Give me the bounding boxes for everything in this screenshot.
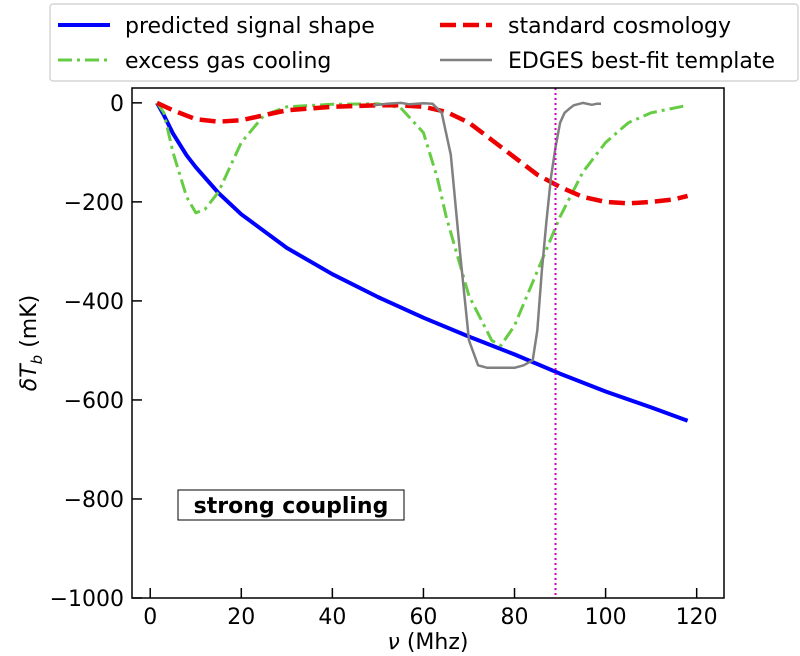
y-tick-label: 0 — [110, 92, 124, 117]
series-line-standard-cosmology — [156, 100, 689, 206]
legend-label-predicted: predicted signal shape — [125, 14, 375, 39]
y-tick-label: −200 — [64, 191, 124, 216]
x-tick-label: 40 — [318, 605, 346, 630]
annotation-frame — [177, 489, 405, 521]
series-line-predicted-signal-shape — [155, 101, 689, 423]
x-tick-label: 80 — [501, 605, 529, 630]
y-tick-label: −600 — [64, 389, 124, 414]
legend-label-excess: excess gas cooling — [125, 49, 331, 74]
legend-frame — [49, 3, 799, 82]
series-layer — [155, 100, 689, 423]
y-tick-label: −800 — [64, 488, 124, 513]
y-tick-label: −400 — [64, 290, 124, 315]
series-line-excess-gas-cooling — [155, 102, 688, 347]
annotation-text: strong coupling — [194, 494, 389, 519]
legend-label-edges: EDGES best-fit template — [508, 49, 775, 74]
plot-frame — [131, 87, 725, 599]
annotation-box: strong coupling — [177, 489, 405, 521]
x-tick-label: 60 — [409, 605, 437, 630]
x-tick-label: 120 — [676, 605, 718, 630]
x-axis-ticks: 0 20 40 60 80 100 120 — [143, 588, 718, 630]
svg-text:ν (Mhz): ν (Mhz) — [388, 630, 469, 655]
x-tick-label: 20 — [227, 605, 255, 630]
y-axis-label: δTb (mK) — [17, 295, 46, 391]
y-tick-label: −1000 — [50, 587, 124, 612]
series-line-edges-best-fit-template — [373, 101, 601, 370]
svg-text:δTb (mK): δTb (mK) — [17, 295, 46, 391]
y-axis-ticks: 0 −200 −400 −600 −800 −1000 — [50, 92, 142, 612]
x-tick-label: 100 — [585, 605, 627, 630]
x-axis-label: ν (Mhz) — [388, 630, 469, 655]
x-tick-label: 0 — [143, 605, 157, 630]
legend-label-standard: standard cosmology — [508, 14, 731, 39]
legend: predicted signal shape standard cosmolog… — [49, 3, 799, 82]
